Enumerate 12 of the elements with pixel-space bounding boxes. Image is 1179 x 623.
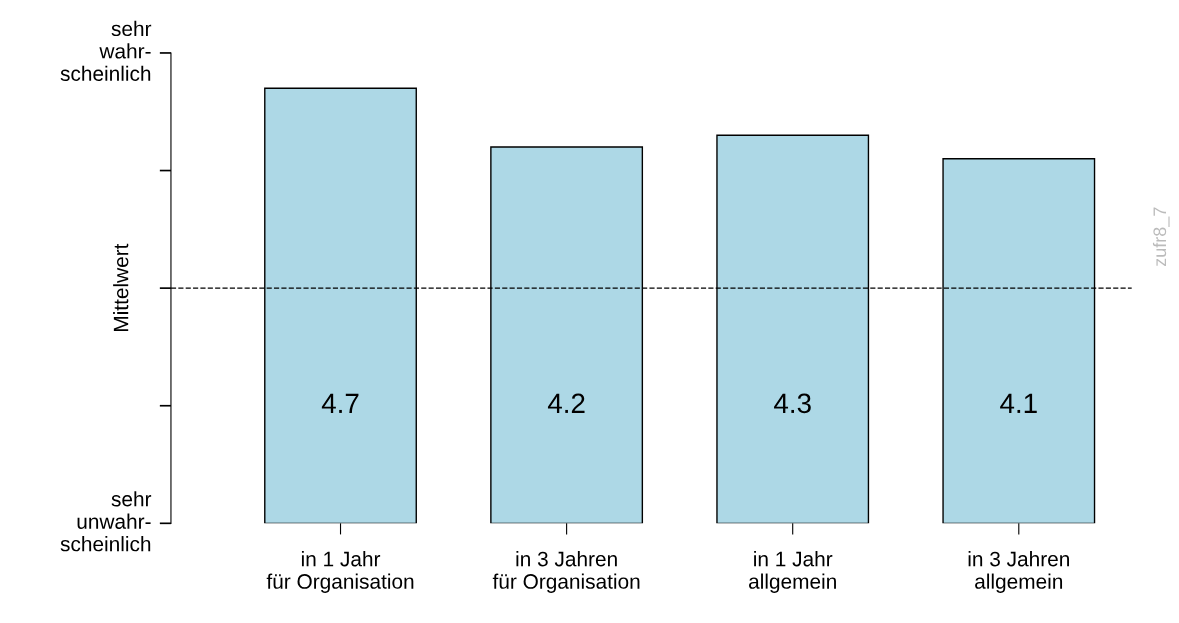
data-label: 4.1 xyxy=(1000,393,1037,413)
x-tick-label: in 3 Jahren allgemein xyxy=(968,551,1069,593)
data-label: 4.2 xyxy=(547,393,585,413)
data-label: 4.7 xyxy=(321,393,359,413)
x-tick-label: in 1 Jahr allgemein xyxy=(749,551,836,593)
text: zufr8_7 xyxy=(1152,207,1170,267)
data-label: 4.3 xyxy=(774,393,811,414)
x-tick-label: in 1 Jahr für Organisation xyxy=(266,551,414,593)
text: sehr unwahr- scheinlich xyxy=(60,491,152,552)
y-axis-title: Mittelwert xyxy=(113,243,129,331)
text: sehr wahr- scheinlich xyxy=(60,20,152,81)
x-tick-label: in 3 Jahren für Organisation xyxy=(492,551,640,593)
